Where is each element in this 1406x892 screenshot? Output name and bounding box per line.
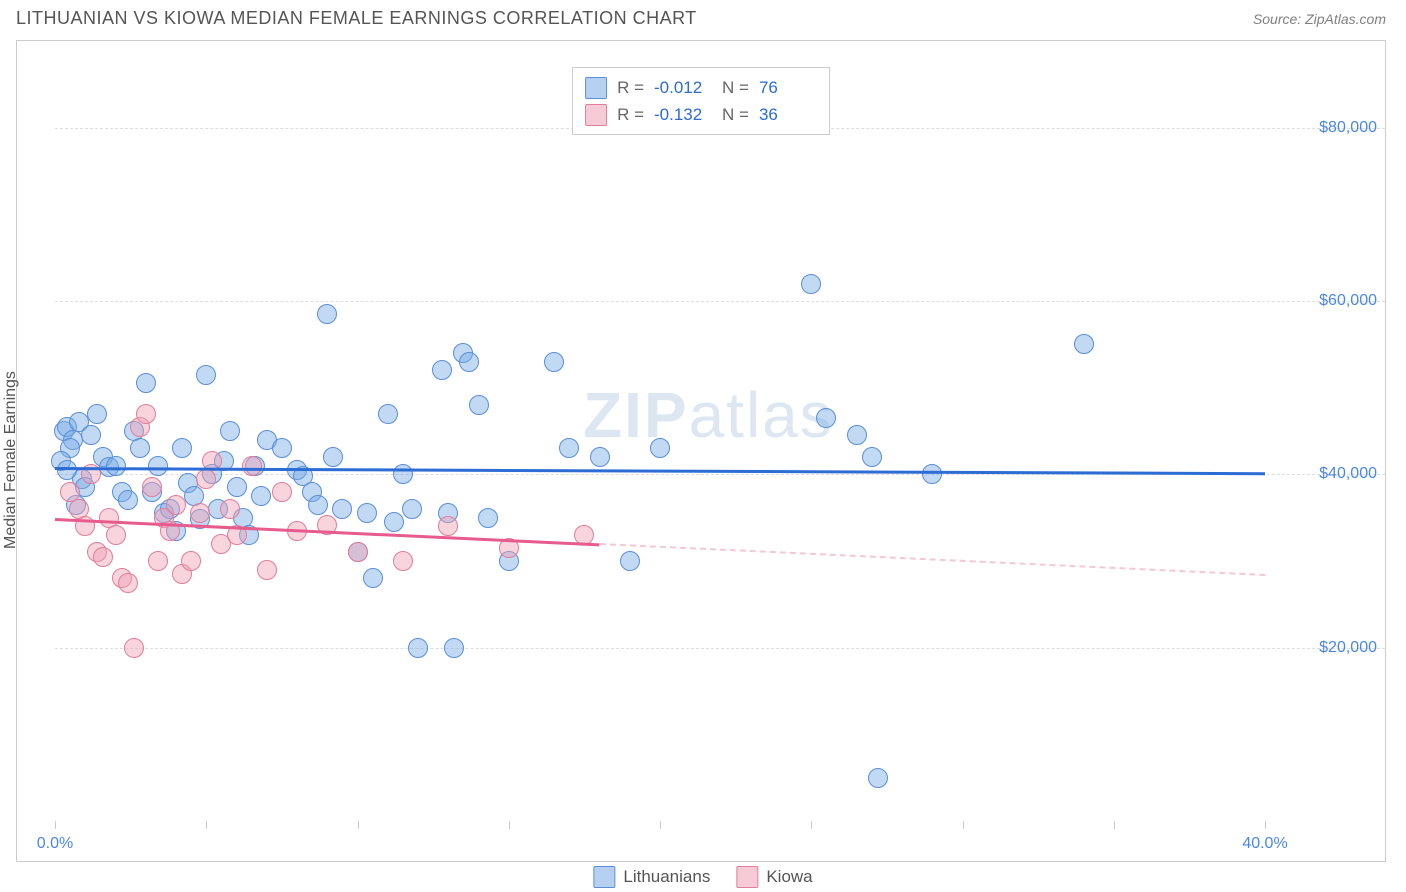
y-tick-label: $40,000 [1319, 465, 1377, 483]
data-point [432, 360, 452, 380]
data-point [81, 425, 101, 445]
x-tick [963, 821, 964, 829]
plot-area: ZIPatlas $20,000$40,000$60,000$80,0000.0… [55, 41, 1265, 821]
data-point [136, 404, 156, 424]
data-point [402, 499, 422, 519]
data-point [590, 447, 610, 467]
data-point [118, 490, 138, 510]
chart-header: LITHUANIAN VS KIOWA MEDIAN FEMALE EARNIN… [0, 0, 1406, 33]
swatch-pink [736, 866, 758, 888]
correlation-legend: R = -0.012 N = 76 R = -0.132 N = 36 [572, 67, 830, 135]
data-point [148, 456, 168, 476]
data-point [87, 404, 107, 424]
x-tick [206, 821, 207, 829]
data-point [469, 395, 489, 415]
data-point [393, 464, 413, 484]
x-tick-label: 40.0% [1242, 835, 1287, 853]
data-point [57, 460, 77, 480]
data-point [1074, 334, 1094, 354]
x-tick [660, 821, 661, 829]
y-tick-label: $60,000 [1319, 292, 1377, 310]
data-point [317, 304, 337, 324]
gridline [55, 648, 1385, 649]
data-point [816, 408, 836, 428]
data-point [862, 447, 882, 467]
x-tick [55, 821, 56, 829]
data-point [196, 469, 216, 489]
data-point [124, 638, 144, 658]
data-point [106, 456, 126, 476]
data-point [357, 503, 377, 523]
data-point [257, 560, 277, 580]
legend-item-kiowa: Kiowa [736, 866, 812, 888]
data-point [166, 495, 186, 515]
data-point [227, 477, 247, 497]
data-point [408, 638, 428, 658]
x-tick [811, 821, 812, 829]
data-point [478, 508, 498, 528]
x-tick [509, 821, 510, 829]
data-point [868, 768, 888, 788]
data-point [847, 425, 867, 445]
gridline [55, 301, 1385, 302]
data-point [196, 365, 216, 385]
y-tick-label: $20,000 [1319, 639, 1377, 657]
data-point [118, 573, 138, 593]
data-point [190, 503, 210, 523]
series-legend: Lithuanians Kiowa [593, 866, 812, 888]
data-point [251, 486, 271, 506]
data-point [242, 456, 262, 476]
data-point [220, 499, 240, 519]
x-tick-label: 0.0% [37, 835, 73, 853]
data-point [650, 438, 670, 458]
data-point [559, 438, 579, 458]
data-point [148, 551, 168, 571]
legend-row-lithuanians: R = -0.012 N = 76 [585, 74, 817, 101]
data-point [363, 568, 383, 588]
data-point [384, 512, 404, 532]
y-axis-label: Median Female Earnings [2, 371, 20, 549]
data-point [332, 499, 352, 519]
data-point [801, 274, 821, 294]
data-point [459, 352, 479, 372]
trend-line [599, 543, 1265, 576]
data-point [378, 404, 398, 424]
data-point [272, 438, 292, 458]
x-tick [1265, 821, 1266, 829]
data-point [323, 447, 343, 467]
data-point [142, 477, 162, 497]
data-point [130, 438, 150, 458]
data-point [620, 551, 640, 571]
x-tick [1114, 821, 1115, 829]
swatch-blue [593, 866, 615, 888]
data-point [172, 438, 192, 458]
x-tick [358, 821, 359, 829]
data-point [220, 421, 240, 441]
watermark: ZIPatlas [583, 378, 834, 452]
data-point [393, 551, 413, 571]
legend-item-lithuanians: Lithuanians [593, 866, 710, 888]
chart-container: Median Female Earnings ZIPatlas $20,000$… [16, 40, 1386, 862]
data-point [308, 495, 328, 515]
data-point [93, 547, 113, 567]
chart-source: Source: ZipAtlas.com [1253, 11, 1386, 27]
data-point [136, 373, 156, 393]
swatch-pink [585, 104, 607, 126]
data-point [181, 551, 201, 571]
data-point [348, 542, 368, 562]
data-point [444, 638, 464, 658]
data-point [922, 464, 942, 484]
y-tick-label: $80,000 [1319, 119, 1377, 137]
data-point [544, 352, 564, 372]
data-point [272, 482, 292, 502]
data-point [106, 525, 126, 545]
swatch-blue [585, 77, 607, 99]
legend-row-kiowa: R = -0.132 N = 36 [585, 101, 817, 128]
chart-title: LITHUANIAN VS KIOWA MEDIAN FEMALE EARNIN… [16, 8, 697, 29]
data-point [438, 516, 458, 536]
